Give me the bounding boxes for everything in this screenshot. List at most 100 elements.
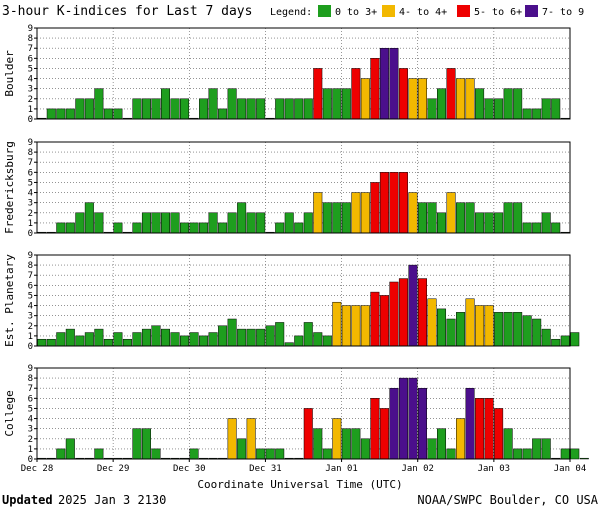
panel-frame [36, 27, 571, 120]
k-index-bar [303, 322, 313, 347]
legend-entry-label: 5- to 6+ [474, 7, 522, 18]
k-index-bar [132, 332, 142, 347]
k-index-bar [322, 448, 332, 460]
k-index-bar [427, 298, 437, 347]
k-index-bar [437, 88, 447, 120]
k-index-bar [132, 222, 142, 234]
k-index-bar [446, 68, 456, 120]
k-index-bar [475, 398, 485, 460]
k-index-bar [313, 332, 323, 347]
k-index-bar [256, 98, 266, 120]
k-index-bar [84, 202, 94, 234]
k-index-bar [265, 448, 275, 460]
k-index-bar [456, 202, 466, 234]
k-index-bar [237, 202, 247, 234]
panel-frame [36, 367, 571, 460]
k-index-bar [360, 192, 370, 234]
legend-swatch [525, 5, 538, 17]
y-tick-label: 4 [28, 189, 33, 199]
x-axis-label: Coordinate Universal Time (UTC) [197, 478, 402, 491]
k-index-bar [208, 332, 218, 347]
k-index-bar [341, 202, 351, 234]
k-index-bar [246, 328, 256, 347]
k-index-bar [294, 335, 304, 347]
k-index-bar [189, 448, 199, 460]
k-index-bar [484, 305, 494, 347]
k-index-bar [522, 448, 532, 460]
k-index-bar [141, 428, 151, 460]
y-tick-label: 0 [28, 229, 33, 239]
station-label: Fredericksburg [3, 141, 16, 234]
k-index-bar [389, 387, 399, 460]
y-tick-label: 5 [28, 291, 33, 301]
k-index-bar [237, 438, 247, 460]
k-index-bar [332, 418, 342, 460]
k-index-bar [303, 98, 313, 120]
k-index-bar [199, 222, 209, 234]
updated-timestamp: 2025 Jan 3 2130 [58, 493, 166, 507]
k-index-bar [351, 192, 361, 234]
k-index-bar [189, 332, 199, 347]
k-index-bar [160, 328, 171, 347]
k-index-bar [227, 418, 237, 460]
k-index-bar [94, 328, 104, 347]
x-tick-label: Jan 04 [554, 464, 587, 474]
k-index-bar [313, 428, 323, 460]
k-index-bar [303, 212, 313, 234]
k-index-bar [351, 305, 361, 347]
k-index-bar [398, 172, 408, 234]
k-index-bar [160, 212, 171, 234]
k-index-bar [151, 448, 161, 460]
k-index-bar [408, 377, 418, 460]
k-index-bar [446, 448, 456, 460]
k-index-bar [65, 222, 75, 234]
k-index-bar [94, 88, 104, 120]
k-index-bar [84, 332, 94, 347]
k-index-bar [513, 448, 523, 460]
k-index-bar [303, 408, 313, 460]
k-index-bar [484, 98, 494, 120]
k-index-bar [189, 222, 199, 234]
k-index-bar [379, 408, 389, 460]
y-tick-label: 8 [28, 374, 33, 384]
k-index-bar [389, 281, 399, 347]
k-index-bar [56, 222, 66, 234]
legend-swatch [382, 5, 395, 17]
x-tick-label: Dec 30 [173, 464, 206, 474]
k-index-bar [170, 332, 180, 347]
k-index-bar [475, 305, 485, 347]
y-tick-label: 7 [28, 158, 33, 168]
k-index-bar [332, 88, 342, 120]
x-tick-label: Dec 31 [249, 464, 282, 474]
k-index-bar [294, 98, 304, 120]
y-tick-label: 7 [28, 384, 33, 394]
k-index-bar [465, 387, 475, 460]
y-tick-label: 8 [28, 148, 33, 158]
k-index-bar [94, 448, 104, 460]
y-tick-label: 3 [28, 85, 33, 95]
k-index-bar [151, 212, 161, 234]
station-label: Boulder [3, 50, 16, 97]
k-index-bar [75, 212, 85, 234]
y-tick-label: 1 [28, 219, 33, 229]
k-index-bar [398, 377, 408, 460]
x-tick-label: Dec 29 [97, 464, 130, 474]
k-index-bar [341, 305, 351, 347]
k-index-bar [113, 222, 123, 234]
k-index-bar [341, 88, 351, 120]
k-index-bar [103, 108, 113, 120]
k-index-bar [237, 98, 247, 120]
k-index-bar [494, 312, 504, 347]
k-index-bar [513, 202, 523, 234]
k-index-bar [256, 328, 266, 347]
k-index-bar [541, 328, 551, 347]
k-index-bar [180, 222, 190, 234]
k-index-bar [446, 192, 456, 234]
k-index-bar [151, 98, 161, 120]
k-index-bar [313, 68, 323, 120]
x-tick-label: Dec 28 [21, 464, 54, 474]
k-index-bar [379, 295, 389, 347]
k-index-bar [151, 325, 161, 347]
k-index-bar [370, 398, 380, 460]
k-index-bar [275, 222, 285, 234]
